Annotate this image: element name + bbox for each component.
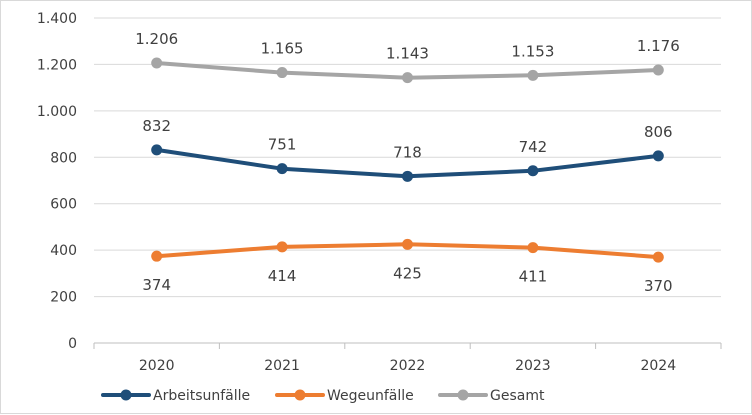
x-axis: 2020 2021 2022 2023 2024 [93,342,722,374]
x-tick-label: 2021 [264,358,300,374]
data-point [276,241,288,253]
legend-swatch-marker [294,389,306,401]
y-tick-label: 0 [68,336,77,352]
data-point [402,238,413,250]
x-tick-label: 2022 [390,358,426,374]
legend-label: Gesamt [490,388,545,404]
y-tick-label: 1.400 [37,11,77,27]
legend-swatch-marker [120,389,132,401]
y-tick-label: 400 [50,243,77,259]
data-point [151,144,163,156]
y-axis: 0 200 400 600 800 1.000 1.200 1.400 [37,11,77,352]
legend: Arbeitsunfälle Wegeunfälle Gesamt [101,388,545,404]
y-tick-label: 800 [50,150,77,166]
x-tick-label: 2020 [139,358,175,374]
data-label: 718 [393,143,422,161]
data-label: 425 [393,264,422,282]
data-label: 414 [268,267,297,285]
data-label: 742 [519,138,548,156]
data-label: 374 [142,276,171,294]
data-label: 832 [142,117,171,135]
data-point [527,69,539,81]
data-point [402,72,413,84]
data-point [402,170,413,182]
data-label: 751 [268,136,297,154]
series-arbeitsunfaelle: 832 751 718 742 806 [142,117,673,182]
series-gesamt: 1.206 1.165 1.143 1.153 1.176 [135,30,680,84]
legend-label: Arbeitsunfälle [153,388,250,404]
data-label: 1.143 [386,45,429,63]
data-point [652,150,664,162]
data-label: 1.153 [511,42,554,60]
data-point [276,67,288,79]
y-tick-label: 1.200 [37,57,77,73]
legend-item: Wegeunfälle [275,388,414,404]
data-label: 806 [644,123,673,141]
series-wegeunfaelle: 374 414 425 411 370 [142,238,673,295]
legend-item: Gesamt [438,388,545,404]
data-label: 411 [519,268,548,286]
legend-label: Wegeunfälle [327,388,414,404]
x-tick-label: 2024 [640,358,676,374]
data-point [527,165,539,177]
data-point [527,242,539,254]
data-point [652,64,664,76]
data-label: 370 [644,277,673,295]
x-tick-label: 2023 [515,358,551,374]
y-tick-label: 600 [50,197,77,213]
y-tick-label: 200 [50,290,77,306]
legend-item: Arbeitsunfälle [101,388,250,404]
data-point [151,250,163,262]
data-label: 1.176 [637,37,680,55]
data-point [276,163,288,175]
data-label: 1.206 [135,30,178,48]
y-tick-label: 1.000 [37,104,77,120]
data-point [652,251,664,263]
data-label: 1.165 [261,40,304,58]
legend-swatch-marker [457,389,469,401]
data-point [151,57,163,69]
series-layer: 832 751 718 742 806 374 414 425 411 370 1.206 1.165… [135,30,680,295]
